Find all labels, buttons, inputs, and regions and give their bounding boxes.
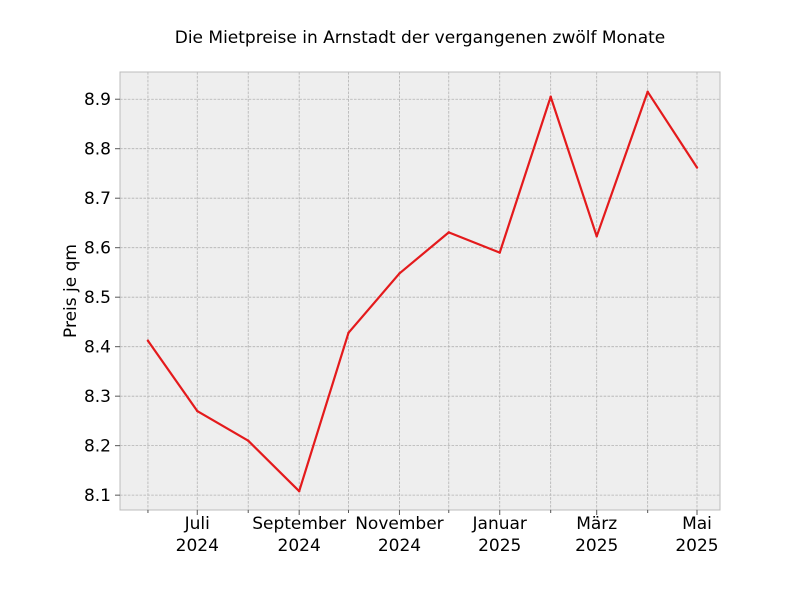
y-axis: 8.1 8.2 8.3 8.4 8.5 8.6 8.7 8.8 8.9	[84, 90, 120, 506]
y-tick-label: 8.5	[84, 288, 111, 308]
x-tick-label-year: 2024	[278, 536, 321, 556]
plot-frame	[119, 71, 721, 511]
chart-title: Die Mietpreise in Arnstadt der vergangen…	[175, 28, 666, 48]
data-point	[595, 235, 598, 238]
x-tick-label: November 2024	[355, 514, 443, 556]
x-tick-label: März 2025	[575, 514, 618, 556]
y-tick-label: 8.1	[84, 486, 111, 506]
y-tick-label: 8.4	[84, 338, 111, 358]
x-tick-label: Mai 2025	[675, 514, 718, 556]
x-tick-label-year: 2024	[176, 536, 219, 556]
series-line	[146, 90, 699, 493]
x-tick-label-month: November	[355, 514, 443, 534]
y-tick-label: 8.7	[84, 189, 111, 209]
x-tick-label-year: 2025	[675, 536, 718, 556]
y-tick-label: 8.9	[84, 90, 111, 110]
y-axis-label: Preis je qm	[61, 244, 81, 338]
x-tick-label-year: 2025	[478, 536, 521, 556]
x-tick-label-month: Mai	[682, 514, 712, 534]
data-point	[549, 95, 552, 98]
x-tick-label-year: 2024	[378, 536, 421, 556]
data-point	[498, 251, 501, 254]
data-point	[447, 231, 450, 234]
grid-lines	[120, 72, 720, 510]
data-point	[146, 339, 150, 342]
y-tick-label: 8.3	[84, 387, 111, 407]
x-tick-label: Juli 2024	[176, 514, 219, 556]
x-tick-label-year: 2025	[575, 536, 618, 556]
x-tick-label-month: März	[576, 514, 617, 534]
y-tick-label: 8.6	[84, 239, 111, 259]
data-point	[347, 331, 350, 335]
data-point	[695, 166, 699, 169]
data-point	[398, 272, 401, 275]
x-tick-label-month: Juli	[184, 514, 210, 534]
y-tick-label: 8.2	[84, 437, 111, 457]
x-tick-label: Januar 2025	[472, 514, 527, 556]
data-point	[247, 439, 250, 442]
x-tick-label: September 2024	[252, 514, 346, 556]
series-layer	[146, 90, 699, 493]
data-point	[297, 489, 301, 493]
y-tick-label: 8.8	[84, 140, 111, 160]
data-point	[646, 90, 649, 93]
x-tick-label-month: Januar	[472, 514, 527, 534]
data-point	[196, 409, 199, 413]
plot-area	[120, 72, 720, 510]
x-tick-label-month: September	[252, 514, 346, 534]
